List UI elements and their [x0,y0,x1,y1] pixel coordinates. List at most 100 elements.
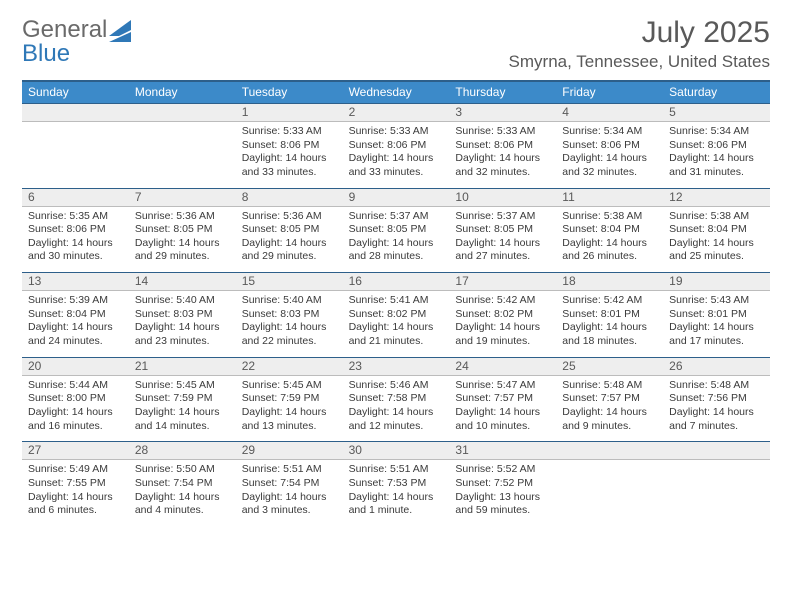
logo: General Blue [22,16,135,66]
sunrise-line: Sunrise: 5:35 AM [28,210,123,224]
day-header-row: SundayMondayTuesdayWednesdayThursdayFrid… [22,80,770,103]
sunset-line: Sunset: 7:55 PM [28,477,123,491]
daylight-line: Daylight: 14 hours and 14 minutes. [135,406,230,433]
daylight-line: Daylight: 14 hours and 31 minutes. [669,152,764,179]
day-number: 18 [556,273,663,290]
daylight-line: Daylight: 14 hours and 19 minutes. [455,321,550,348]
daylight-line: Daylight: 14 hours and 29 minutes. [242,237,337,264]
day-number: 6 [22,189,129,206]
daylight-line: Daylight: 14 hours and 9 minutes. [562,406,657,433]
sunrise-line: Sunrise: 5:51 AM [242,463,337,477]
day-detail: Sunrise: 5:33 AMSunset: 8:06 PMDaylight:… [449,122,556,188]
day-number: 21 [129,358,236,375]
day-detail: Sunrise: 5:40 AMSunset: 8:03 PMDaylight:… [129,291,236,357]
week-body-row: Sunrise: 5:49 AMSunset: 7:55 PM Daylight:… [22,460,770,526]
sunrise-line: Sunrise: 5:45 AM [242,379,337,393]
daylight-line: Daylight: 14 hours and 26 minutes. [562,237,657,264]
day-number: 30 [343,442,450,459]
day-header-saturday: Saturday [663,82,770,103]
sunrise-line: Sunrise: 5:50 AM [135,463,230,477]
week-number-row: 13141516171819 [22,272,770,291]
sunset-line: Sunset: 8:06 PM [455,139,550,153]
sunset-line: Sunset: 7:54 PM [135,477,230,491]
day-header-monday: Monday [129,82,236,103]
sunrise-line: Sunrise: 5:44 AM [28,379,123,393]
sunset-line: Sunset: 8:04 PM [562,223,657,237]
day-detail: Sunrise: 5:46 AMSunset: 7:58 PMDaylight:… [343,376,450,442]
day-number: 20 [22,358,129,375]
sunset-line: Sunset: 8:00 PM [28,392,123,406]
sunrise-line: Sunrise: 5:36 AM [242,210,337,224]
sunset-line: Sunset: 7:59 PM [242,392,337,406]
calendar: SundayMondayTuesdayWednesdayThursdayFrid… [22,80,770,526]
day-detail: Sunrise: 5:49 AMSunset: 7:55 PMDaylight:… [22,460,129,526]
sunset-line: Sunset: 7:52 PM [455,477,550,491]
daylight-line: Daylight: 14 hours and 23 minutes. [135,321,230,348]
day-detail: Sunrise: 5:33 AMSunset: 8:06 PMDaylight:… [236,122,343,188]
day-number: 3 [449,104,556,121]
sunrise-line: Sunrise: 5:49 AM [28,463,123,477]
day-number: 17 [449,273,556,290]
day-number [556,442,663,459]
day-number: 19 [663,273,770,290]
sunrise-line: Sunrise: 5:48 AM [669,379,764,393]
sunset-line: Sunset: 7:56 PM [669,392,764,406]
sunrise-line: Sunrise: 5:45 AM [135,379,230,393]
daylight-line: Daylight: 14 hours and 32 minutes. [562,152,657,179]
daylight-line: Daylight: 14 hours and 33 minutes. [349,152,444,179]
day-number: 4 [556,104,663,121]
day-header-wednesday: Wednesday [343,82,450,103]
week-number-row: 12345 [22,103,770,122]
day-detail: Sunrise: 5:42 AMSunset: 8:02 PMDaylight:… [449,291,556,357]
day-detail: Sunrise: 5:47 AMSunset: 7:57 PMDaylight:… [449,376,556,442]
daylight-line: Daylight: 14 hours and 4 minutes. [135,491,230,518]
day-detail: Sunrise: 5:37 AMSunset: 8:05 PMDaylight:… [343,207,450,273]
sunrise-line: Sunrise: 5:51 AM [349,463,444,477]
day-number [22,104,129,121]
day-detail: Sunrise: 5:51 AMSunset: 7:54 PMDaylight:… [236,460,343,526]
daylight-line: Daylight: 14 hours and 17 minutes. [669,321,764,348]
day-number: 16 [343,273,450,290]
day-number: 27 [22,442,129,459]
sunrise-line: Sunrise: 5:37 AM [455,210,550,224]
day-number: 24 [449,358,556,375]
header: General Blue July 2025 Smyrna, Tennessee… [22,16,770,72]
sunrise-line: Sunrise: 5:43 AM [669,294,764,308]
day-detail: Sunrise: 5:50 AMSunset: 7:54 PMDaylight:… [129,460,236,526]
week-number-row: 20212223242526 [22,357,770,376]
sunrise-line: Sunrise: 5:34 AM [562,125,657,139]
sunset-line: Sunset: 7:59 PM [135,392,230,406]
day-header-sunday: Sunday [22,82,129,103]
day-number: 29 [236,442,343,459]
day-number: 25 [556,358,663,375]
day-header-friday: Friday [556,82,663,103]
sunset-line: Sunset: 8:01 PM [562,308,657,322]
week-number-row: 6789101112 [22,188,770,207]
day-detail: Sunrise: 5:51 AMSunset: 7:53 PMDaylight:… [343,460,450,526]
sunrise-line: Sunrise: 5:42 AM [562,294,657,308]
daylight-line: Daylight: 14 hours and 3 minutes. [242,491,337,518]
day-number: 9 [343,189,450,206]
logo-flag-icon [109,20,135,42]
sunrise-line: Sunrise: 5:42 AM [455,294,550,308]
sunset-line: Sunset: 8:06 PM [669,139,764,153]
day-detail [663,460,770,526]
month-title: July 2025 [509,16,770,50]
day-detail [556,460,663,526]
day-detail: Sunrise: 5:33 AMSunset: 8:06 PMDaylight:… [343,122,450,188]
day-detail: Sunrise: 5:41 AMSunset: 8:02 PMDaylight:… [343,291,450,357]
sunrise-line: Sunrise: 5:33 AM [349,125,444,139]
sunset-line: Sunset: 8:06 PM [28,223,123,237]
daylight-line: Daylight: 14 hours and 21 minutes. [349,321,444,348]
daylight-line: Daylight: 14 hours and 16 minutes. [28,406,123,433]
day-number: 11 [556,189,663,206]
week-body-row: Sunrise: 5:44 AMSunset: 8:00 PMDaylight:… [22,376,770,442]
daylight-line: Daylight: 14 hours and 18 minutes. [562,321,657,348]
sunrise-line: Sunrise: 5:38 AM [562,210,657,224]
day-number: 7 [129,189,236,206]
daylight-line: Daylight: 14 hours and 22 minutes. [242,321,337,348]
day-number: 13 [22,273,129,290]
day-header-thursday: Thursday [449,82,556,103]
day-detail: Sunrise: 5:37 AMSunset: 8:05 PMDaylight:… [449,207,556,273]
day-number: 23 [343,358,450,375]
